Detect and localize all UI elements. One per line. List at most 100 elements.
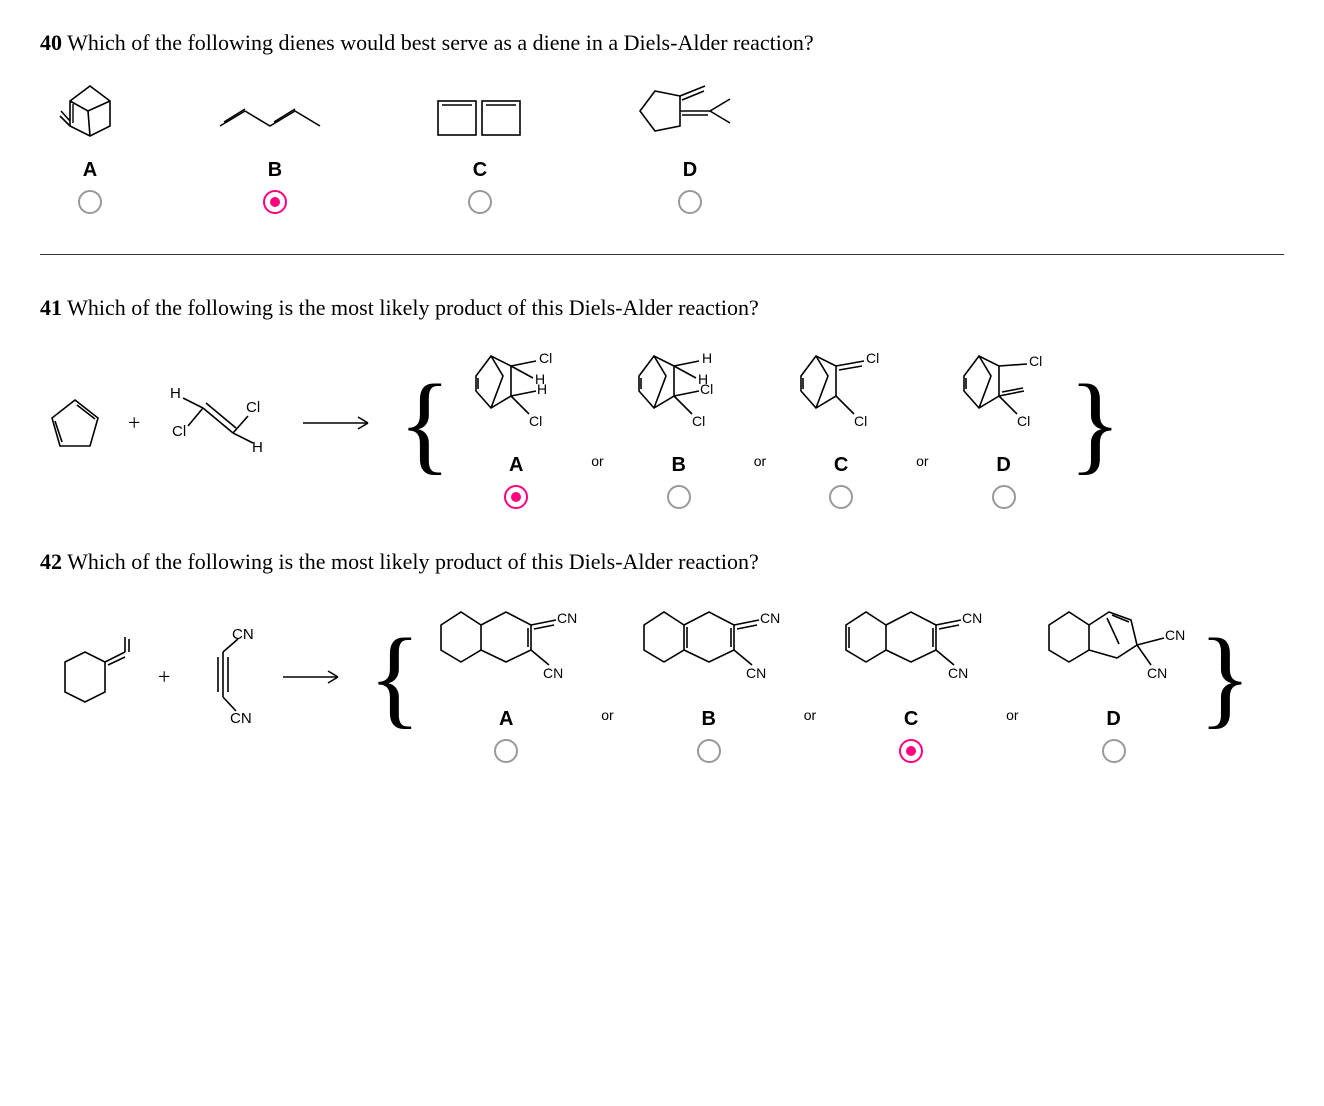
- question-40: 40 Which of the following dienes would b…: [40, 30, 1284, 214]
- plus-icon: +: [150, 664, 178, 690]
- q42-radio-c[interactable]: [899, 739, 923, 763]
- question-42-text: Which of the following is the most likel…: [67, 549, 759, 574]
- q42-radio-a[interactable]: [494, 739, 518, 763]
- q42-label-d: D: [1106, 708, 1120, 731]
- q40-radio-b[interactable]: [263, 190, 287, 214]
- svg-text:Cl: Cl: [1017, 413, 1030, 429]
- svg-text:H: H: [702, 350, 712, 366]
- q41-radio-a[interactable]: [504, 485, 528, 509]
- q41-label-a: A: [509, 454, 523, 477]
- question-40-text: Which of the following dienes would best…: [67, 30, 814, 55]
- question-41-number: 41: [40, 295, 62, 320]
- svg-text:Cl: Cl: [854, 413, 867, 429]
- question-41-text: Which of the following is the most likel…: [67, 295, 759, 320]
- svg-text:Cl: Cl: [246, 399, 260, 416]
- question-40-number: 40: [40, 30, 62, 55]
- q40-label-b: B: [268, 159, 282, 182]
- q41-reaction: + H Cl Cl H {: [40, 336, 1284, 509]
- question-42-number: 42: [40, 549, 62, 574]
- right-brace-icon: }: [1069, 379, 1122, 467]
- q42-product-d: CN CN D: [1029, 590, 1199, 763]
- q41-product-c: Cl Cl C: [776, 336, 906, 509]
- q40-label-d: D: [683, 159, 697, 182]
- question-41: 41 Which of the following is the most li…: [40, 295, 1284, 509]
- svg-text:CN: CN: [746, 665, 766, 681]
- svg-text:CN: CN: [1165, 627, 1185, 643]
- svg-text:CN: CN: [1147, 665, 1167, 681]
- svg-text:CN: CN: [230, 710, 252, 727]
- q40-structure-a: [50, 71, 130, 151]
- q41-label-c: C: [834, 454, 848, 477]
- question-42-prompt: 42 Which of the following is the most li…: [40, 549, 1284, 575]
- svg-text:CN: CN: [557, 610, 577, 626]
- q41-products: { Cl H: [398, 336, 1121, 509]
- q41-label-b: B: [671, 454, 685, 477]
- or-label: or: [601, 707, 613, 763]
- svg-text:Cl: Cl: [1029, 353, 1042, 369]
- q41-product-b: H H Cl Cl B: [614, 336, 744, 509]
- q42-radio-b[interactable]: [697, 739, 721, 763]
- q40-option-c: C: [420, 81, 540, 214]
- svg-text:Cl: Cl: [172, 423, 186, 440]
- q40-radio-c[interactable]: [468, 190, 492, 214]
- question-41-prompt: 41 Which of the following is the most li…: [40, 295, 1284, 321]
- q41-radio-b[interactable]: [667, 485, 691, 509]
- svg-text:Cl: Cl: [539, 350, 552, 366]
- q42-radio-d[interactable]: [1102, 739, 1126, 763]
- question-40-prompt: 40 Which of the following dienes would b…: [40, 30, 1284, 56]
- q40-radio-a[interactable]: [78, 190, 102, 214]
- svg-text:CN: CN: [948, 665, 968, 681]
- q41-label-d: D: [996, 454, 1010, 477]
- q42-diene: [40, 632, 140, 722]
- q41-product-a: Cl H H Cl A: [451, 336, 581, 509]
- or-label: or: [1006, 707, 1018, 763]
- svg-text:CN: CN: [760, 610, 780, 626]
- q40-label-a: A: [83, 159, 97, 182]
- q42-label-b: B: [701, 708, 715, 731]
- q41-diene: [40, 388, 110, 458]
- plus-icon: +: [120, 410, 148, 436]
- reaction-arrow-icon: [288, 413, 388, 433]
- q40-structure-d: [620, 71, 760, 151]
- reaction-arrow-icon: [268, 667, 358, 687]
- q42-label-a: A: [499, 708, 513, 731]
- svg-text:CN: CN: [543, 665, 563, 681]
- q42-products: { CN CN: [368, 590, 1251, 763]
- q42-dienophile: CN CN: [188, 627, 258, 727]
- svg-text:CN: CN: [962, 610, 982, 626]
- svg-text:H: H: [252, 439, 263, 456]
- q40-label-c: C: [473, 159, 487, 182]
- q41-radio-d[interactable]: [992, 485, 1016, 509]
- q41-dienophile: H Cl Cl H: [158, 378, 278, 468]
- left-brace-icon: {: [368, 633, 421, 721]
- q42-product-b: CN CN B: [624, 590, 794, 763]
- svg-text:Cl: Cl: [529, 413, 542, 429]
- q40-option-a: A: [50, 71, 130, 214]
- q40-structure-b: [210, 91, 340, 151]
- svg-text:H: H: [170, 385, 181, 402]
- svg-text:H: H: [537, 381, 547, 397]
- svg-text:Cl: Cl: [866, 350, 879, 366]
- left-brace-icon: {: [398, 379, 451, 467]
- or-label: or: [591, 453, 603, 509]
- or-label: or: [754, 453, 766, 509]
- or-label: or: [804, 707, 816, 763]
- q41-product-d: Cl Cl D: [939, 336, 1069, 509]
- q42-label-c: C: [904, 708, 918, 731]
- divider-40-41: [40, 254, 1284, 255]
- q41-radio-c[interactable]: [829, 485, 853, 509]
- svg-text:CN: CN: [232, 627, 254, 643]
- q40-option-b: B: [210, 91, 340, 214]
- q40-radio-d[interactable]: [678, 190, 702, 214]
- q42-reaction: + CN CN {: [40, 590, 1284, 763]
- q40-structure-c: [420, 81, 540, 151]
- or-label: or: [916, 453, 928, 509]
- q42-product-a: CN CN A: [421, 590, 591, 763]
- q40-option-d: D: [620, 71, 760, 214]
- q40-options: A B: [50, 71, 1284, 214]
- svg-text:Cl: Cl: [700, 381, 713, 397]
- svg-text:Cl: Cl: [692, 413, 705, 429]
- q42-product-c: CN CN C: [826, 590, 996, 763]
- question-42: 42 Which of the following is the most li…: [40, 549, 1284, 763]
- right-brace-icon: }: [1199, 633, 1252, 721]
